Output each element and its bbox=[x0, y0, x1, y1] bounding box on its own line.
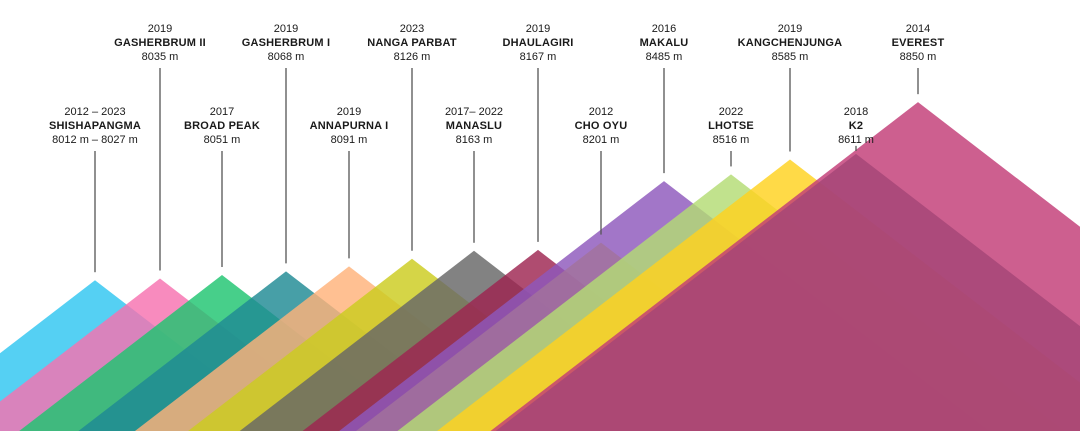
peak-name: BROAD PEAK bbox=[184, 120, 260, 132]
peak-name: CHO OYU bbox=[574, 120, 628, 132]
peak-label-gasherbrum-ii: 2019 GASHERBRUM II 8035 m bbox=[114, 22, 206, 64]
peak-name: SHISHAPANGMA bbox=[48, 120, 142, 132]
peak-height: 8585 m bbox=[771, 51, 809, 63]
peak-name: GASHERBRUM I bbox=[241, 37, 331, 49]
peak-year: 2019 bbox=[147, 23, 173, 35]
peak-label-kangchenjunga: 2019 KANGCHENJUNGA 8585 m bbox=[738, 22, 843, 64]
peak-label-nanga-parbat: 2023 NANGA PARBAT 8126 m bbox=[367, 22, 457, 64]
peak-label-k2: 2018 K2 8611 m bbox=[838, 105, 874, 147]
peak-height: 8126 m bbox=[393, 51, 431, 63]
peak-height: 8201 m bbox=[582, 134, 620, 146]
peak-height: 8611 m bbox=[838, 134, 874, 146]
peak-name: GASHERBRUM II bbox=[114, 37, 206, 49]
peak-year: 2017– 2022 bbox=[444, 106, 504, 118]
peak-label-cho-oyu: 2012 CHO OYU 8201 m bbox=[575, 105, 628, 147]
peak-label-gasherbrum-i: 2019 GASHERBRUM I 8068 m bbox=[242, 22, 331, 64]
peak-height: 8485 m bbox=[645, 51, 683, 63]
peak-height: 8068 m bbox=[267, 51, 305, 63]
peak-label-lhotse: 2022 LHOTSE 8516 m bbox=[708, 105, 754, 147]
peak-label-shishapangma: 2012 – 2023 SHISHAPANGMA 8012 m – 8027 m bbox=[49, 105, 141, 147]
peak-name: EVEREST bbox=[891, 37, 945, 49]
peak-name: KANGCHENJUNGA bbox=[737, 37, 843, 49]
peak-year: 2019 bbox=[273, 23, 299, 35]
peak-name: LHOTSE bbox=[708, 120, 754, 132]
peak-label-everest: 2014 EVEREST 8850 m bbox=[892, 22, 945, 64]
peak-name: MANASLU bbox=[445, 120, 503, 132]
peak-year: 2023 bbox=[399, 23, 425, 35]
peak-height: 8051 m bbox=[203, 134, 241, 146]
peak-height: 8012 m – 8027 m bbox=[52, 134, 138, 146]
peak-year: 2016 bbox=[651, 23, 677, 35]
peak-year: 2019 bbox=[336, 106, 362, 118]
peak-height: 8091 m bbox=[330, 134, 368, 146]
peak-year: 2012 – 2023 bbox=[64, 106, 126, 118]
peak-name: NANGA PARBAT bbox=[367, 37, 457, 49]
peak-year: 2022 bbox=[718, 106, 744, 118]
peak-label-broad-peak: 2017 BROAD PEAK 8051 m bbox=[184, 105, 260, 147]
peak-year: 2019 bbox=[525, 23, 551, 35]
peak-height: 8516 m bbox=[712, 134, 750, 146]
peak-year: 2014 bbox=[905, 23, 931, 35]
peak-name: DHAULAGIRI bbox=[502, 37, 574, 49]
peak-year: 2018 bbox=[843, 106, 869, 118]
peak-label-dhaulagiri: 2019 DHAULAGIRI 8167 m bbox=[502, 22, 573, 64]
peak-year: 2017 bbox=[209, 106, 235, 118]
peak-label-manaslu: 2017– 2022 MANASLU 8163 m bbox=[445, 105, 503, 147]
peak-label-annapurna-i: 2019 ANNAPURNA I 8091 m bbox=[310, 105, 389, 147]
peak-height: 8850 m bbox=[899, 51, 937, 63]
peak-year: 2019 bbox=[777, 23, 803, 35]
peak-name: MAKALU bbox=[639, 37, 689, 49]
peak-height: 8167 m bbox=[519, 51, 557, 63]
peak-name: ANNAPURNA I bbox=[309, 120, 389, 132]
peak-height: 8035 m bbox=[141, 51, 179, 63]
peak-label-makalu: 2016 MAKALU 8485 m bbox=[640, 22, 689, 64]
peak-name: K2 bbox=[848, 120, 864, 132]
peak-height: 8163 m bbox=[455, 134, 493, 146]
peak-triangle-everest bbox=[490, 102, 1080, 431]
peak-year: 2012 bbox=[588, 106, 614, 118]
